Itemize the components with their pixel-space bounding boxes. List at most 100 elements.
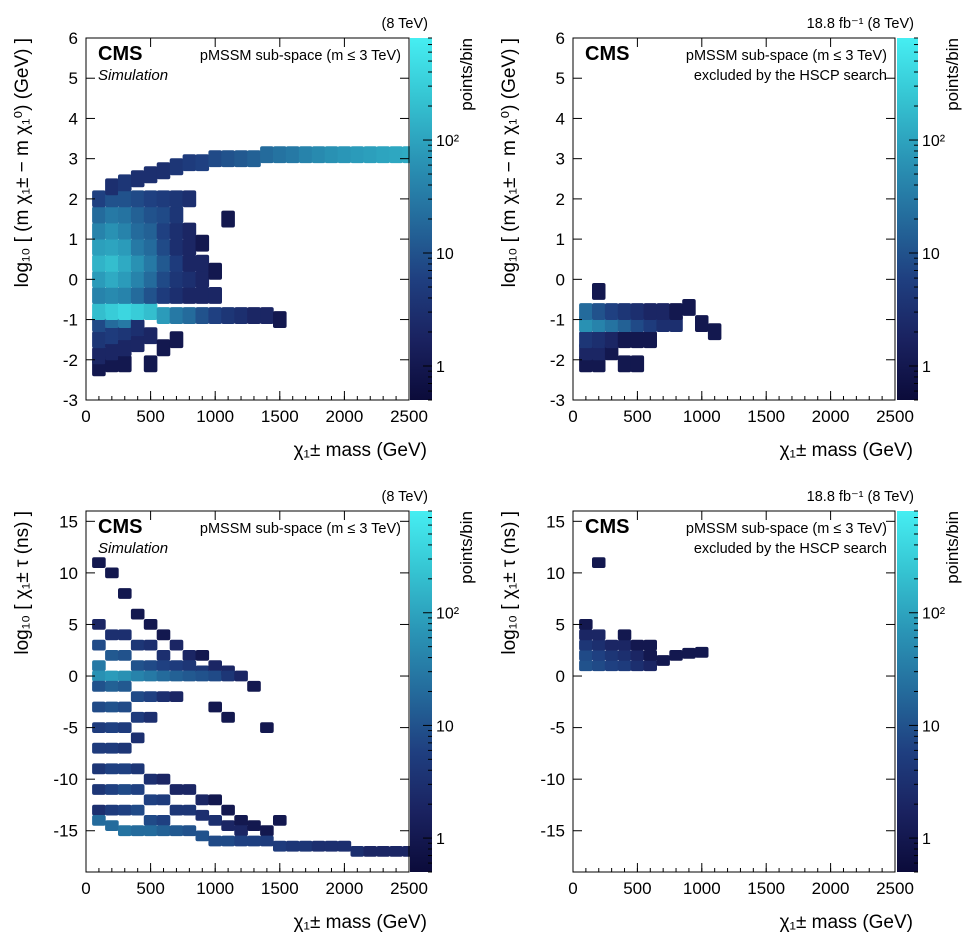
heatmap-cell (92, 670, 106, 682)
heatmap-cell (592, 283, 606, 300)
heatmap-cell (130, 303, 145, 320)
heatmap-cell (182, 307, 197, 324)
heatmap-cell (221, 670, 235, 682)
y-tick-label: 0 (556, 667, 565, 686)
heatmap-cells (579, 283, 722, 373)
y-tick-label: 10 (546, 564, 565, 583)
heatmap-cell (604, 639, 619, 651)
heatmap-cell (130, 222, 145, 240)
heatmap-cell (643, 639, 657, 651)
heatmap-cell (234, 670, 248, 682)
x-tick-label: 1500 (261, 407, 299, 426)
experiment-label: CMS (98, 43, 142, 65)
heatmap-cell (579, 619, 593, 630)
heatmap-cell (105, 567, 119, 579)
heatmap-cell (389, 146, 403, 164)
y-axis-label: log₁₀ [ (m χ₁± − m χ₁⁰) (GeV) ] (499, 38, 520, 287)
colorbar-tick-label: 10² (922, 133, 946, 150)
heatmap-cell (376, 146, 390, 164)
heatmap-cell (208, 701, 222, 713)
heatmap-cell (260, 722, 274, 733)
heatmap-cell (92, 680, 106, 692)
heatmap-cell (579, 303, 593, 320)
heatmap-cell (169, 254, 184, 272)
y-tick-label: -5 (63, 719, 78, 738)
x-tick-label: 2000 (325, 407, 363, 426)
heatmap-cell (156, 206, 171, 224)
colorbar-tick-label: 1 (922, 831, 931, 848)
heatmap-cell (156, 660, 171, 672)
heatmap-cell (156, 162, 171, 180)
heatmap-cell (105, 238, 119, 256)
heatmap-cell (105, 670, 119, 682)
heatmap-cell (630, 355, 645, 373)
heatmap-cell (92, 270, 106, 288)
heatmap-cell (195, 234, 210, 252)
heatmap-cell (118, 680, 132, 692)
colorbar-gradient (410, 511, 432, 872)
heatmap-cell (579, 650, 593, 661)
colorbar-label: points/bin (457, 511, 476, 584)
x-tick-label: 0 (568, 879, 577, 898)
heatmap-cell (118, 190, 132, 208)
heatmap-cell (169, 190, 184, 208)
heatmap-cell (195, 794, 210, 806)
heatmap-cell (195, 307, 210, 324)
heatmap-cell (617, 660, 632, 672)
heatmap-cell (592, 303, 606, 320)
heatmap-cell (130, 763, 145, 775)
y-tick-label: 3 (69, 150, 78, 169)
heatmap-cell (630, 331, 645, 349)
heatmap-cell (208, 287, 222, 304)
y-tick-label: 0 (69, 667, 78, 686)
heatmap-cell (234, 835, 248, 847)
x-tick-label: 500 (623, 879, 651, 898)
heatmap-cell (195, 670, 210, 682)
heatmap-cell (273, 815, 287, 826)
heatmap-cell (118, 238, 132, 256)
heatmap-cell (143, 619, 158, 630)
x-tick-label: 500 (136, 407, 164, 426)
heatmap-cell (617, 650, 632, 661)
colorbar-tick-label: 10² (922, 606, 946, 623)
heatmap-cell (143, 825, 158, 837)
y-tick-label: 0 (69, 270, 78, 289)
heatmap-cell (643, 303, 657, 320)
colorbar-gradient (897, 38, 918, 400)
legend-text: pMSSM sub-space (m ≤ 3 TeV) (686, 48, 887, 64)
colorbar-tick-label: 10 (436, 718, 454, 735)
heatmap-cell (182, 804, 197, 816)
x-tick-label: 1500 (261, 879, 299, 898)
heatmap-cell (669, 650, 683, 661)
y-tick-label: 15 (59, 512, 78, 531)
heatmap-cell (643, 331, 657, 349)
heatmap-cell (617, 629, 632, 641)
heatmap-cell (260, 825, 274, 837)
heatmap-cell (579, 629, 593, 641)
heatmap-cell (92, 303, 106, 320)
colorbar: 1 10 10² points/bin (897, 37, 962, 401)
heatmap-cell (195, 830, 210, 842)
heatmap-cell (130, 270, 145, 288)
heatmap-cell (247, 820, 261, 831)
heatmap-cell (195, 287, 210, 304)
y-tick-label: -1 (550, 311, 565, 330)
heatmap-cell (105, 820, 119, 831)
heatmap-cell (273, 840, 287, 852)
heatmap-cell (118, 270, 132, 288)
x-tick-label: 1000 (683, 407, 721, 426)
heatmap-cell (143, 660, 158, 672)
x-tick-label: 2500 (390, 407, 428, 426)
heatmap-cell (695, 646, 709, 658)
heatmap-cell (156, 254, 171, 272)
heatmap-cell (169, 287, 184, 304)
heatmap-cell (195, 809, 210, 821)
heatmap-cell (221, 210, 235, 228)
heatmap-cells (92, 146, 416, 377)
y-tick-label: 5 (69, 69, 78, 88)
heatmap-cell (143, 327, 158, 345)
colorbar-label: points/bin (457, 38, 476, 111)
heatmap-cell (260, 146, 274, 164)
y-tick-label: 5 (556, 69, 565, 88)
